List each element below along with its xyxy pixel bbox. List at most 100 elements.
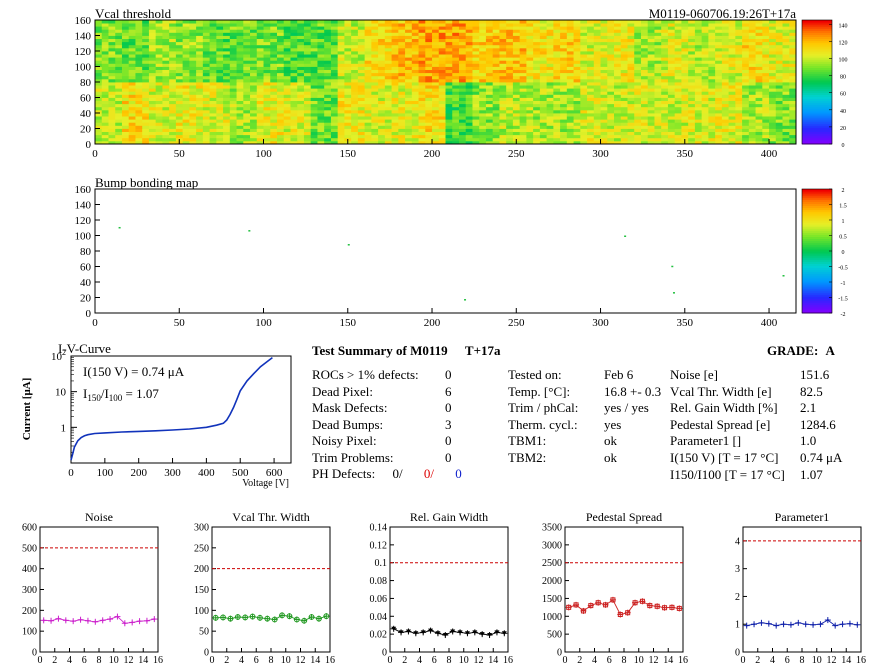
heatmap-cell — [398, 29, 406, 33]
heatmap-cell — [425, 140, 433, 145]
heatmap-cell — [667, 38, 676, 43]
heatmap-cell — [162, 38, 170, 43]
heatmap-cell — [674, 41, 682, 46]
heatmap-cell — [384, 29, 392, 33]
heatmap-cell — [465, 26, 473, 30]
heatmap-cell — [593, 128, 601, 132]
heatmap-cell — [661, 41, 669, 46]
heatmap-cell — [95, 119, 103, 123]
heatmap-cell — [762, 85, 770, 89]
heatmap-cell — [472, 109, 480, 114]
heatmap-cell — [310, 20, 318, 24]
heatmap-cell — [95, 23, 103, 27]
heatmap-cell — [708, 100, 716, 105]
heatmap-cell — [425, 63, 433, 67]
heatmap-cell — [391, 26, 399, 30]
heatmap-cell — [661, 140, 669, 145]
heatmap-cell — [351, 137, 359, 142]
heatmap-cell — [250, 26, 258, 30]
heatmap-cell — [169, 100, 177, 105]
heatmap-cell — [283, 140, 291, 145]
heatmap-cell — [715, 119, 723, 123]
heatmap-cell — [182, 137, 190, 142]
ph-defects-label: PH Defects: — [312, 466, 376, 481]
data-point — [566, 604, 572, 610]
heatmap-cell — [270, 103, 278, 108]
heatmap-cell — [243, 41, 251, 46]
heatmap-cell — [209, 47, 217, 52]
heatmap-cell — [499, 38, 507, 43]
heatmap-cell — [681, 35, 689, 39]
heatmap-cell — [324, 26, 332, 30]
heatmap-cell — [499, 91, 507, 95]
heatmap-cell — [654, 85, 662, 89]
heatmap-cell — [512, 100, 521, 105]
heatmap-cell — [748, 44, 756, 49]
heatmap-cell — [539, 23, 548, 27]
palette-cell — [802, 26, 832, 29]
heatmap-cell — [276, 100, 285, 105]
heatmap-cell — [506, 29, 514, 33]
heatmap-cell — [398, 113, 406, 117]
heatmap-cell — [701, 113, 709, 117]
heatmap-cell — [337, 41, 345, 46]
heatmap-cell — [330, 109, 339, 114]
heatmap-cell — [789, 134, 797, 139]
heatmap-cell — [128, 54, 136, 58]
heatmap-cell — [344, 29, 352, 33]
heatmap-cell — [465, 94, 473, 98]
heatmap-cell — [627, 140, 635, 145]
heatmap-cell — [721, 23, 729, 27]
heatmap-cell — [155, 131, 163, 136]
heatmap-cell — [667, 66, 676, 70]
heatmap-cell — [614, 131, 622, 136]
heatmap-cell — [148, 44, 157, 49]
heatmap-cell — [580, 140, 588, 145]
heatmap-cell — [560, 47, 568, 52]
palette-cell — [802, 238, 832, 242]
summary-label: Trim / phCal: — [508, 400, 579, 416]
heatmap-cell — [303, 119, 312, 123]
heatmap-cell — [614, 82, 622, 86]
heatmap-cell — [108, 122, 116, 126]
heatmap-cell — [432, 82, 440, 86]
heatmap-cell — [553, 91, 561, 95]
heatmap-cell — [202, 23, 210, 27]
heatmap-cell — [465, 122, 473, 126]
heatmap-cell — [640, 125, 649, 129]
heatmap-cell — [324, 85, 332, 89]
heatmap-cell — [297, 82, 305, 86]
heatmap-cell — [526, 54, 534, 58]
heatmap-cell — [290, 72, 298, 77]
heatmap-cell — [634, 122, 642, 126]
heatmap-cell — [667, 88, 676, 92]
heatmap-cell — [411, 60, 419, 64]
heatmap-cell — [330, 66, 339, 70]
heatmap-cell — [614, 26, 622, 30]
heatmap-cell — [452, 85, 460, 89]
heatmap-cell — [155, 91, 163, 95]
heatmap-cell — [169, 122, 177, 126]
heatmap-cell — [236, 140, 244, 145]
heatmap-cell — [492, 75, 500, 80]
heatmap-cell — [526, 69, 534, 74]
heatmap-cell — [432, 134, 440, 139]
heatmap-cell — [506, 125, 514, 129]
heatmap-cell — [148, 20, 157, 24]
heatmap-cell — [189, 29, 197, 33]
heatmap-cell — [789, 131, 797, 136]
heatmap-cell — [573, 20, 581, 24]
heatmap-cell — [769, 122, 777, 126]
heatmap-cell — [627, 29, 635, 33]
heatmap-cell — [667, 32, 676, 36]
heatmap-cell — [330, 82, 339, 86]
heatmap-cell — [566, 54, 574, 58]
heatmap-cell — [142, 63, 150, 67]
heatmap-cell — [142, 75, 150, 80]
heatmap-cell — [108, 116, 116, 120]
heatmap-cell — [297, 128, 305, 132]
heatmap-cell — [438, 47, 446, 52]
heatmap-cell — [371, 72, 379, 77]
heatmap-cell — [533, 85, 541, 89]
heatmap-cell — [391, 60, 399, 64]
